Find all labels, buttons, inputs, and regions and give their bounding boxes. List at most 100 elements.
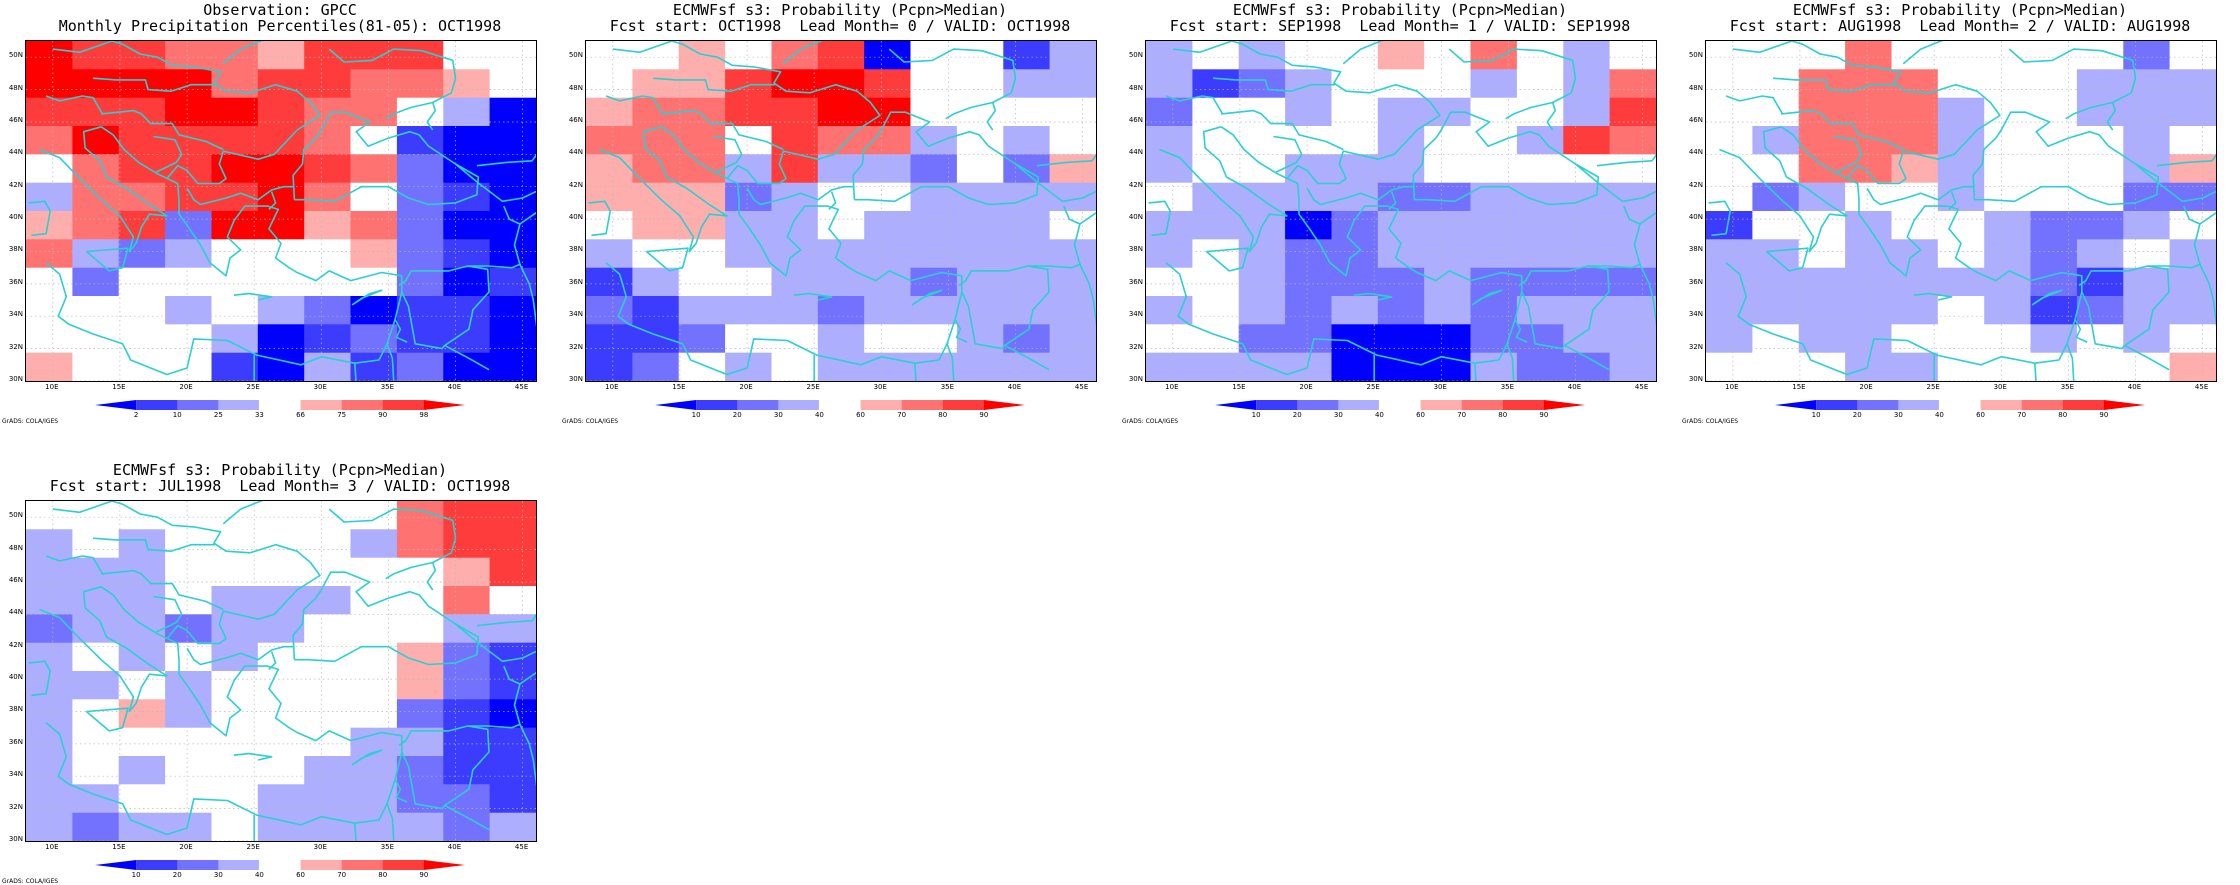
grid-cell (1798, 267, 1846, 297)
grid-cell (165, 614, 213, 644)
coastline (1063, 205, 1081, 225)
longitude-label: 25E (806, 383, 820, 391)
latitude-label: 40N (8, 673, 23, 682)
grid-cell (1937, 154, 1985, 184)
grid-cell (211, 784, 259, 814)
grid-cell (1049, 154, 1096, 184)
grid-cell (586, 154, 633, 184)
grid-cell (2076, 211, 2124, 240)
grid-cell (72, 756, 120, 785)
colorbar-label: 30 (1893, 411, 1903, 419)
grid-cell (489, 296, 536, 325)
grid-cell (26, 352, 73, 381)
grid-cell (1563, 97, 1611, 127)
grid-cell (443, 182, 491, 212)
grid-cell (1331, 324, 1379, 354)
grid-cell (304, 69, 352, 99)
latitude-label: 32N (568, 342, 583, 351)
latitude-label: 44N (568, 148, 583, 157)
coastline (394, 319, 408, 343)
grid-cell (1516, 126, 1564, 155)
latitude-label: 48N (8, 543, 23, 552)
coastline (1004, 265, 1050, 347)
coastline (1505, 101, 1557, 131)
longitude-label: 20E (179, 383, 193, 391)
latitude-label: 32N (1128, 342, 1143, 351)
grid-cell (72, 41, 120, 70)
coastline (1353, 292, 1393, 301)
grid-cell (489, 239, 536, 269)
grid-cell (1845, 211, 1893, 240)
grid-cell (1516, 239, 1564, 269)
grid-cell (817, 69, 865, 99)
coastline (45, 126, 403, 376)
panel-subtitle: Fcst start: OCT1998 Lead Month= 0 / VALI… (609, 17, 1071, 35)
grid-cell (1706, 352, 1753, 381)
grid-cell (443, 239, 491, 269)
grid-cell (1049, 352, 1096, 381)
longitude-label: 30E (1993, 383, 2007, 391)
grid-cell (632, 239, 680, 269)
grid-cell (956, 182, 1004, 212)
grid-cell (72, 642, 120, 672)
grid-cell (2076, 69, 2124, 99)
colorbar-label: 20 (172, 871, 182, 879)
longitude-label: 40E (1007, 383, 1022, 391)
grid-cell (1003, 41, 1051, 70)
grid-cell (1752, 182, 1800, 212)
colorbar-label: 90 (979, 411, 989, 419)
longitude-label: 45E (514, 843, 529, 851)
grid-cell (489, 614, 536, 644)
grid-cell (1377, 69, 1425, 99)
grid-cell (725, 211, 773, 240)
colorbar-label: 40 (1934, 411, 1944, 419)
grid-cell (1377, 41, 1425, 70)
grid-cell (1003, 97, 1051, 127)
grid-cell (1146, 352, 1193, 381)
coastline (386, 803, 395, 841)
grid-cell (864, 69, 912, 99)
colorbar-segment (177, 860, 219, 870)
grid-cell (257, 41, 305, 70)
grid-cell (443, 586, 491, 615)
grid-cell (632, 296, 680, 325)
grid-cell (632, 69, 680, 99)
colorbar-label: 90 (378, 411, 388, 419)
grid-cell (2076, 182, 2124, 212)
grid-cell (2076, 239, 2124, 269)
latitude-label: 46N (1688, 115, 1703, 124)
grid-cell (956, 126, 1004, 155)
coastline (101, 569, 224, 611)
grid-cell (1424, 41, 1472, 70)
longitude-label: 30E (313, 383, 327, 391)
colorbar-label: 40 (814, 411, 824, 419)
grid-cell (72, 812, 120, 841)
colorbar-label: 60 (296, 871, 305, 879)
latitude-label: 42N (1688, 180, 1703, 189)
grid-cell (165, 812, 213, 841)
grid-cell (211, 586, 259, 615)
coastline (1719, 126, 1848, 253)
latitude-label: 42N (568, 180, 583, 189)
grads-credit: GrADS: COLA/IGES (562, 418, 619, 425)
grid-cell (396, 614, 444, 644)
panel-lead3: ECMWFsf s3: Probability (Pcpn>Median) Fcs… (0, 460, 560, 885)
grid-cell (1798, 69, 1846, 99)
coastline (1564, 265, 1610, 347)
map-area (585, 40, 1097, 382)
grid-cell (1238, 296, 1286, 325)
coastline (2066, 343, 2075, 381)
coastline (39, 126, 168, 253)
coastline (444, 725, 490, 807)
coastline (354, 363, 357, 381)
latitude-label: 40N (568, 213, 583, 222)
coastline (292, 571, 480, 666)
latitude-label: 34N (568, 310, 583, 319)
grid-cell (2030, 41, 2078, 70)
latitude-label: 36N (568, 277, 583, 286)
grid-cell (1285, 154, 1333, 184)
grid-cell (72, 699, 120, 729)
coastline (1159, 126, 1288, 253)
colorbar-segment (136, 400, 178, 410)
grid-cell (2123, 154, 2171, 184)
